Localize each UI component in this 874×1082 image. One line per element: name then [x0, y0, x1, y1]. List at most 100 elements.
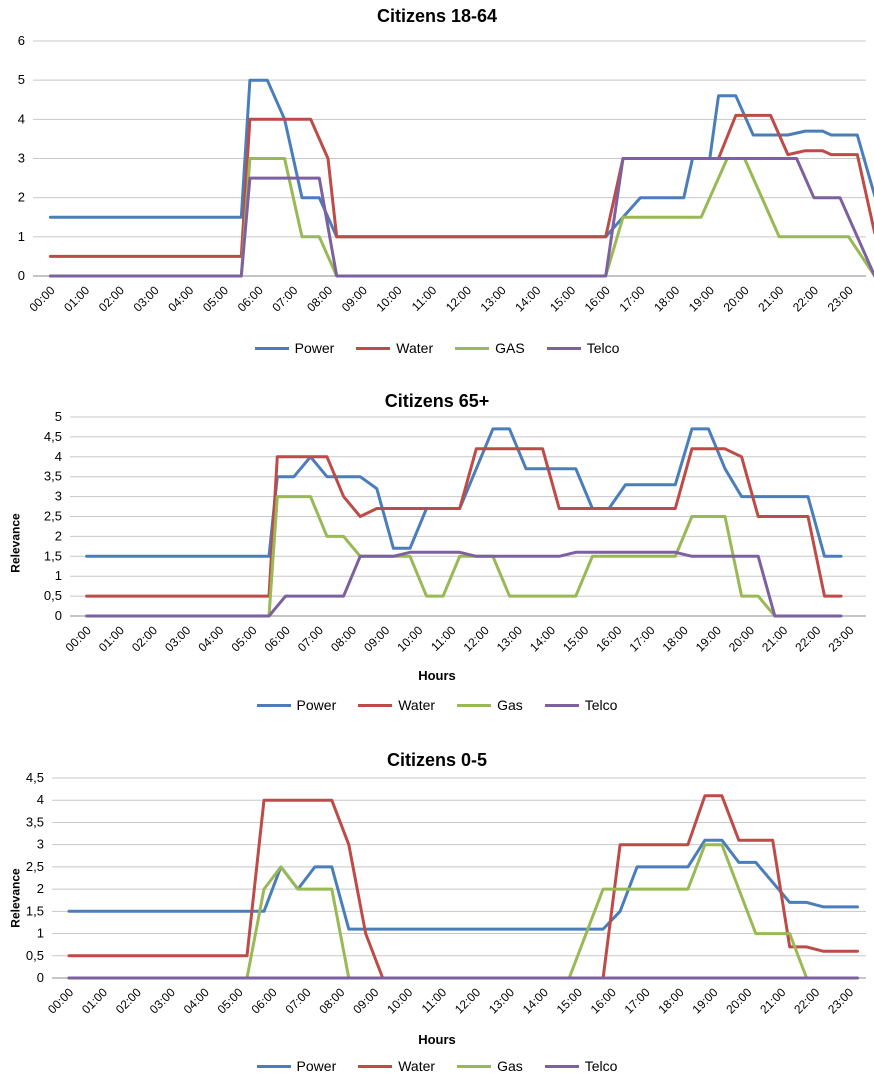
- x-tick-label: 16:00: [582, 283, 613, 314]
- legend-swatch-water: [358, 1064, 393, 1068]
- x-tick-label: 18:00: [656, 985, 687, 1016]
- x-tick-label: 21:00: [755, 283, 786, 314]
- y-tick-label: 0: [55, 608, 62, 623]
- legend-swatch-gas: [457, 1064, 492, 1068]
- y-tick-label: 4,5: [44, 429, 62, 444]
- legend-item-water: Water: [356, 340, 433, 356]
- legend-item-water: Water: [358, 697, 435, 713]
- chart-title: Citizens 0-5: [386, 750, 488, 770]
- x-tick-label: 23:00: [825, 985, 856, 1016]
- y-tick-label: 4: [18, 111, 25, 126]
- legend-label: Power: [296, 697, 337, 713]
- y-tick-label: 2,5: [44, 509, 62, 524]
- x-tick-label: 04:00: [181, 985, 212, 1016]
- x-tick-label: 05:00: [200, 283, 231, 314]
- x-tick-label: 01:00: [79, 985, 110, 1016]
- y-axis-label: Relevance: [8, 513, 23, 573]
- x-tick-label: 06:00: [235, 283, 266, 314]
- y-tick-label: 5: [18, 72, 25, 87]
- legend-swatch-gas: [457, 703, 492, 707]
- y-tick-label: 2: [18, 190, 25, 205]
- y-tick-label: 4: [55, 449, 62, 464]
- x-tick-label: 22:00: [791, 985, 822, 1016]
- x-tick-label: 03:00: [131, 283, 162, 314]
- legend-swatch-telco: [546, 346, 581, 350]
- series-line-gas: [85, 495, 777, 618]
- x-tick-label: 23:00: [825, 283, 856, 314]
- line-chart: 0 0,5 1 1,5 2 2,5 3 3,5 4 4,5 5 00:00 01:00 02:00 03:0…: [44, 409, 866, 654]
- legend-item-gas: Gas: [457, 697, 523, 713]
- legend-item-gas: GAS: [455, 340, 525, 356]
- legend-item-power: Power: [254, 340, 335, 356]
- y-tick-label: 1: [55, 568, 62, 583]
- series-line-water: [48, 113, 874, 258]
- x-tick-label: 12:00: [452, 985, 483, 1016]
- x-tick-label: 13:00: [478, 283, 509, 314]
- legend-label: Gas: [497, 1058, 523, 1074]
- x-tick-label: 21:00: [757, 985, 788, 1016]
- x-tick-label: 14:00: [512, 283, 543, 314]
- x-tick-label: 16:00: [593, 623, 624, 654]
- legend-label: Telco: [584, 1058, 618, 1074]
- x-tick-label: 21:00: [759, 623, 790, 654]
- y-tick-label: 3: [37, 837, 44, 852]
- chart-panel-18-64: Citizens 18-64 0 1 2 3 4 5 6 00:00 01:00 02:00 03:…: [0, 0, 874, 365]
- y-tick-label: 3: [55, 489, 62, 504]
- x-axis-label: Hours: [418, 1032, 456, 1047]
- x-tick-label: 02:00: [129, 623, 160, 654]
- x-tick-label: 10:00: [394, 623, 425, 654]
- x-tick-label: 20:00: [723, 985, 754, 1016]
- legend: Power Water Gas Telco: [0, 697, 874, 713]
- legend-swatch-power: [254, 346, 289, 350]
- y-tick-label: 4: [37, 792, 44, 807]
- x-tick-label: 13:00: [486, 985, 517, 1016]
- y-tick-label: 1,5: [44, 548, 62, 563]
- legend-label: Telco: [586, 340, 620, 356]
- x-tick-label: 20:00: [721, 283, 752, 314]
- legend-item-telco: Telco: [544, 697, 617, 713]
- y-tick-label: 1: [37, 926, 44, 941]
- legend-item-telco: Telco: [546, 340, 620, 356]
- x-tick-label: 03:00: [162, 623, 193, 654]
- legend-label: Water: [398, 697, 436, 713]
- y-tick-label: 3,5: [44, 469, 62, 484]
- legend-item-water: Water: [358, 1058, 435, 1074]
- legend-item-telco: Telco: [544, 1058, 618, 1074]
- legend-item-power: Power: [256, 697, 337, 713]
- y-tick-label: 0,5: [44, 588, 62, 603]
- x-tick-label: 14:00: [520, 985, 551, 1016]
- x-tick-label: 09:00: [339, 283, 370, 314]
- x-tick-label: 06:00: [262, 623, 293, 654]
- x-tick-label: 07:00: [282, 985, 313, 1016]
- chart-title: Citizens 65+: [384, 391, 490, 411]
- legend-swatch-power: [256, 1064, 291, 1068]
- y-tick-label: 6: [18, 33, 25, 48]
- x-tick-label: 05:00: [215, 985, 246, 1016]
- line-chart: 0 1 2 3 4 5 6 00:00 01:00 02:00 03:00 04:00 05:00 06:…: [18, 33, 874, 314]
- x-tick-label: 15:00: [560, 623, 591, 654]
- x-tick-label: 00:00: [26, 283, 57, 314]
- legend-swatch-telco: [544, 1064, 579, 1068]
- x-tick-label: 05:00: [228, 623, 259, 654]
- x-tick-label: 04:00: [165, 283, 196, 314]
- legend: Power Water GAS Telco: [0, 340, 874, 356]
- y-tick-label: 1,5: [26, 903, 44, 918]
- x-tick-label: 01:00: [61, 283, 92, 314]
- line-chart: 0 0,5 1 1,5 2 2,5 3 3,5 4 4,5 00:00 01:00 02:00 03:00…: [26, 770, 866, 1016]
- x-tick-label: 22:00: [790, 283, 821, 314]
- chart-panel-65-plus: Citizens 65+ 0 0,5 1 1,5 2 2,5 3 3,5 4 4,5 5 00:00 0…: [0, 365, 874, 720]
- x-tick-label: 06:00: [249, 985, 280, 1016]
- series-line-power: [67, 838, 859, 931]
- x-tick-label: 09:00: [350, 985, 381, 1016]
- x-tick-label: 12:00: [443, 283, 474, 314]
- x-tick-label: 01:00: [96, 623, 127, 654]
- legend-swatch-water: [358, 703, 393, 707]
- x-tick-label: 08:00: [316, 985, 347, 1016]
- legend-label: Power: [294, 340, 335, 356]
- x-tick-label: 04:00: [195, 623, 226, 654]
- legend: Power Water Gas Telco: [0, 1058, 874, 1074]
- x-tick-label: 07:00: [295, 623, 326, 654]
- x-tick-label: 19:00: [686, 283, 717, 314]
- x-tick-label: 10:00: [374, 283, 405, 314]
- legend-item-gas: Gas: [457, 1058, 523, 1074]
